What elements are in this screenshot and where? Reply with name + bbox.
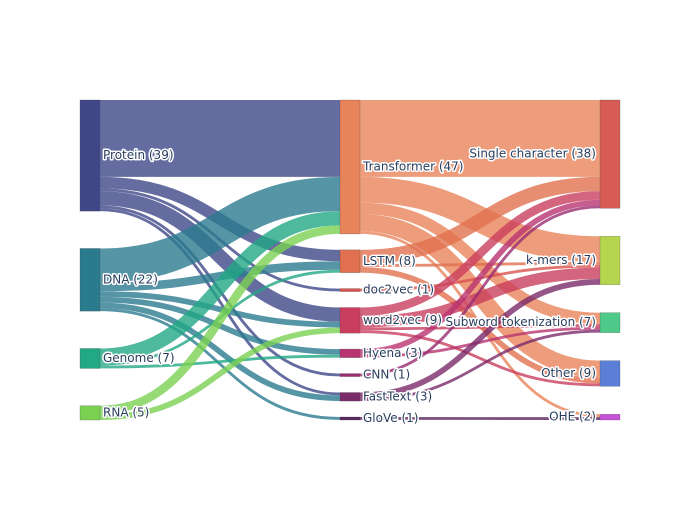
label-subword-tokenization: Subword tokenization (7) bbox=[446, 315, 597, 329]
node-k-mers bbox=[600, 236, 620, 284]
node-fasttext bbox=[340, 393, 360, 402]
node-genome bbox=[80, 348, 100, 368]
node-rna bbox=[80, 406, 100, 420]
label-genome: Genome (7) bbox=[103, 351, 175, 365]
label-transformer: Transformer (47) bbox=[362, 159, 463, 173]
node-glove bbox=[340, 417, 360, 420]
label-k-mers: k-mers (17) bbox=[526, 253, 596, 267]
label-single-character: Single character (38) bbox=[469, 147, 596, 161]
label-glove: GloVe (1) bbox=[363, 411, 418, 425]
node-lstm bbox=[340, 250, 360, 273]
label-ohe: OHE (2) bbox=[549, 410, 596, 424]
node-cnn bbox=[340, 374, 360, 377]
node-single-character bbox=[600, 100, 620, 208]
label-cnn: CNN (1) bbox=[363, 368, 410, 382]
label-dna: DNA (22) bbox=[103, 272, 158, 286]
label-word2vec: word2vec (9) bbox=[363, 313, 442, 327]
node-word2vec bbox=[340, 308, 360, 334]
label-rna: RNA (5) bbox=[103, 405, 149, 419]
label-hyena: Hyena (3) bbox=[363, 346, 422, 360]
label-lstm: LSTM (8) bbox=[363, 254, 416, 268]
node-subword-tokenization bbox=[600, 313, 620, 333]
node-transformer bbox=[340, 100, 360, 234]
node-dna bbox=[80, 248, 100, 311]
node-ohe bbox=[600, 414, 620, 420]
label-protein: Protein (39) bbox=[103, 148, 174, 162]
node-hyena bbox=[340, 349, 360, 358]
label-fasttext: FastText (3) bbox=[363, 389, 432, 403]
node-other bbox=[600, 361, 620, 387]
label-doc2vec: doc2vec (1) bbox=[363, 283, 434, 297]
node-protein bbox=[80, 100, 100, 211]
label-other: Other (9) bbox=[541, 366, 596, 380]
node-doc2vec bbox=[340, 289, 360, 292]
